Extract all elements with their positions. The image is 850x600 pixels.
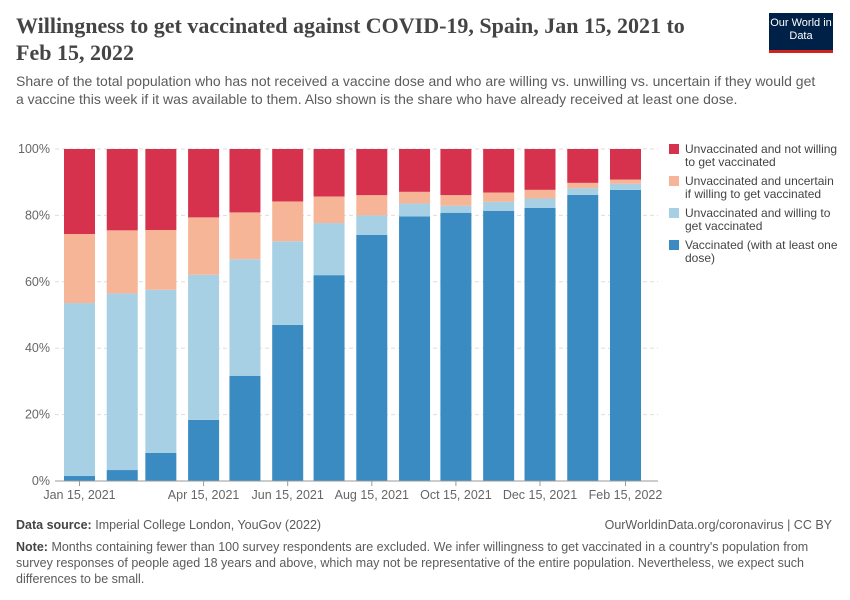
chart-title: Willingness to get vaccinated against CO… <box>16 13 685 65</box>
bar-segment <box>188 274 220 420</box>
bar-segment <box>610 149 641 180</box>
y-tick-label: 100% <box>18 142 50 156</box>
bar-segment <box>106 293 138 471</box>
x-tick-label: Dec 15, 2021 <box>503 488 577 502</box>
bar-segment <box>188 149 220 218</box>
legend-label: Unvaccinated and willing to get vaccinat… <box>685 206 831 233</box>
legend-label: Unvaccinated and not willing to get vacc… <box>685 142 838 169</box>
bar-segment <box>229 259 261 376</box>
bar-segment <box>272 149 304 202</box>
bar-segment <box>188 217 220 275</box>
legend-item[interactable]: Vaccinated (with at least one dose) <box>669 239 839 265</box>
x-tick-label: Jun 15, 2021 <box>252 488 324 502</box>
data-source: Data source: Imperial College London, Yo… <box>16 517 321 533</box>
bar-segment <box>313 196 345 224</box>
legend-swatch <box>669 144 679 154</box>
bar-segment <box>440 212 472 481</box>
y-tick-label: 60% <box>25 275 50 289</box>
bar-segment <box>483 192 515 202</box>
bar-segment <box>145 230 177 290</box>
bar-segment <box>483 210 515 481</box>
legend: Unvaccinated and not willing to get vacc… <box>669 143 839 271</box>
bar-segment <box>440 149 472 196</box>
bar-segment <box>567 194 599 482</box>
bar-segment <box>64 233 95 304</box>
legend-swatch <box>669 176 679 186</box>
bar-segment <box>399 203 431 217</box>
bar-segment <box>567 149 599 183</box>
bar-segment <box>272 241 304 325</box>
bar-segment <box>524 207 556 481</box>
bar-segment <box>106 149 138 231</box>
bar-segment <box>440 205 472 213</box>
legend-swatch <box>669 240 679 250</box>
bar-segment <box>145 149 177 231</box>
x-tick-label: Apr 15, 2021 <box>168 488 240 502</box>
x-tick-label: Feb 15, 2022 <box>589 488 663 502</box>
legend-item[interactable]: Unvaccinated and not willing to get vacc… <box>669 143 839 169</box>
bar-segment <box>356 215 388 235</box>
bar-segment <box>440 195 472 206</box>
bar-segment <box>188 419 220 481</box>
x-tick-label: Oct 15, 2021 <box>420 488 492 502</box>
bar-segment <box>229 212 261 260</box>
bar-segment <box>272 201 304 242</box>
bar-segment <box>229 149 261 213</box>
bar-segment <box>610 183 641 190</box>
bar-segment <box>313 223 345 276</box>
legend-item[interactable]: Unvaccinated and willing to get vaccinat… <box>669 207 839 233</box>
bar-segment <box>145 289 177 453</box>
bar-segment <box>64 476 95 481</box>
bar-segment <box>229 375 261 481</box>
source-label: Data source: <box>16 518 92 532</box>
bar-segment <box>399 149 431 192</box>
bar-segment <box>483 201 515 211</box>
bar-segment <box>524 149 556 190</box>
y-tick-label: 20% <box>25 408 50 422</box>
source-text: Imperial College London, YouGov (2022) <box>95 518 322 532</box>
bar-segment <box>399 191 431 204</box>
y-tick-label: 40% <box>25 341 50 355</box>
bar-segment <box>524 198 556 208</box>
legend-label: Vaccinated (with at least one dose) <box>685 238 838 265</box>
bar-segment <box>272 324 304 481</box>
bar-segment <box>145 452 177 481</box>
y-tick-label: 0% <box>32 474 50 488</box>
legend-label: Unvaccinated and uncertain if willing to… <box>685 174 834 201</box>
y-tick-label: 80% <box>25 208 50 222</box>
bar-segment <box>64 149 95 234</box>
note-text: Months containing fewer than 100 survey … <box>16 540 809 586</box>
chart-subtitle: Share of the total population who has no… <box>16 73 816 107</box>
note: Note: Months containing fewer than 100 s… <box>16 539 831 587</box>
bar-segment <box>64 303 95 477</box>
bar-segment <box>356 195 388 216</box>
legend-item[interactable]: Unvaccinated and uncertain if willing to… <box>669 175 839 201</box>
note-label: Note: <box>16 540 48 554</box>
bar-segment <box>106 470 138 481</box>
owid-logo[interactable]: Our World in Data <box>769 13 833 53</box>
bar-segment <box>356 149 388 196</box>
bar-segment <box>610 189 641 481</box>
legend-swatch <box>669 208 679 218</box>
bar-segment <box>399 216 431 481</box>
bar-segment <box>567 188 599 195</box>
bar-segment <box>106 230 138 294</box>
bar-segment <box>524 189 556 199</box>
bar-segment <box>610 179 641 184</box>
bar-segment <box>356 234 388 481</box>
x-tick-label: Jan 15, 2021 <box>43 488 115 502</box>
source-url[interactable]: OurWorldinData.org/coronavirus | CC BY <box>604 518 832 532</box>
bar-segment <box>567 182 599 189</box>
bar-segment <box>313 275 345 481</box>
bar-segment <box>313 149 345 197</box>
bar-segment <box>483 149 515 193</box>
x-tick-label: Aug 15, 2021 <box>335 488 409 502</box>
